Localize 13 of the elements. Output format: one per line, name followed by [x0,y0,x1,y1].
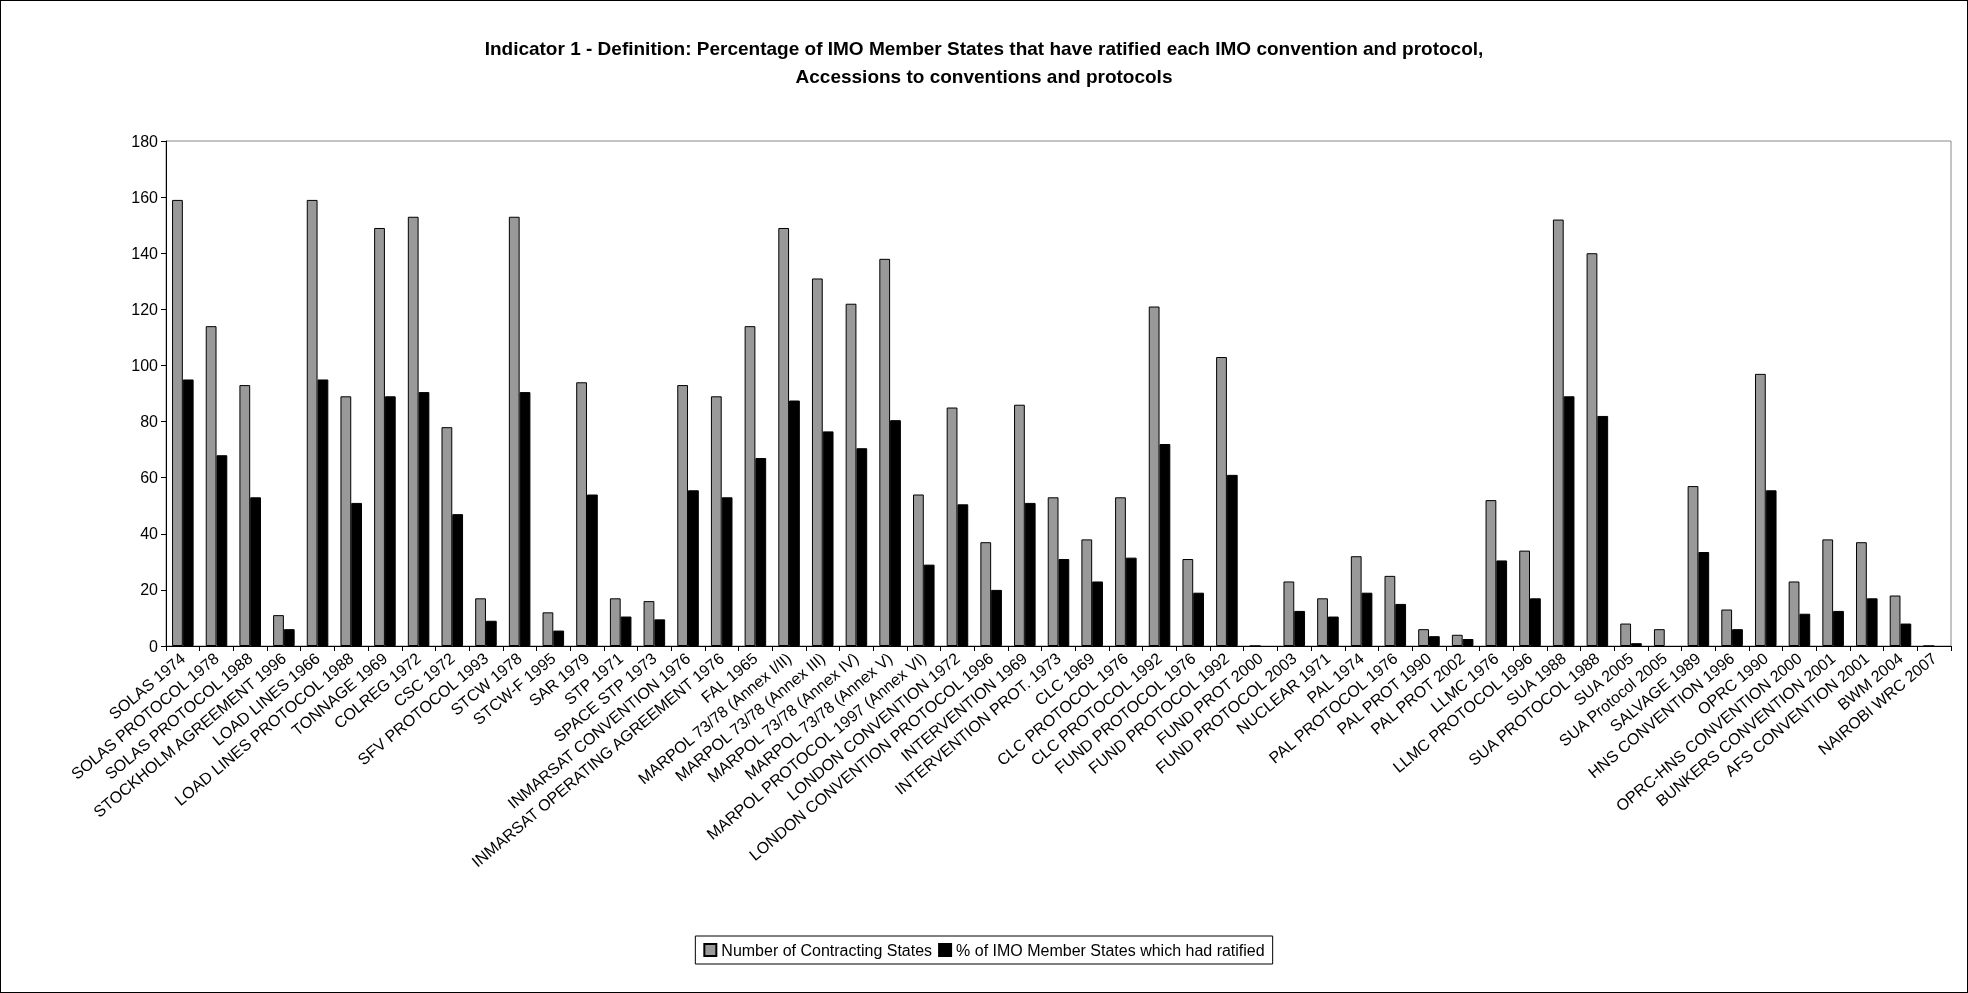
y-tick-label: 40 [140,525,159,543]
y-tick-label: 140 [131,244,159,262]
legend-label: % of IMO Member States which had ratified [956,941,1265,959]
y-tick-label: 60 [140,469,159,487]
chart-title: Indicator 1 - Definition: Percentage of IMO Member States that have ratified each IMO convention and protocol, Accessions to conventions and protocols [484,37,1484,87]
y-tick-label: 20 [140,581,159,599]
legend-label: Number of Contracting States [721,941,933,959]
y-tick-label: 80 [140,413,159,431]
y-tick-label: 120 [131,300,159,318]
y-tick-label: 160 [131,188,159,206]
y-tick-label: 100 [131,356,159,374]
y-tick-label: 180 [131,132,159,150]
y-tick-label: 0 [149,637,159,655]
